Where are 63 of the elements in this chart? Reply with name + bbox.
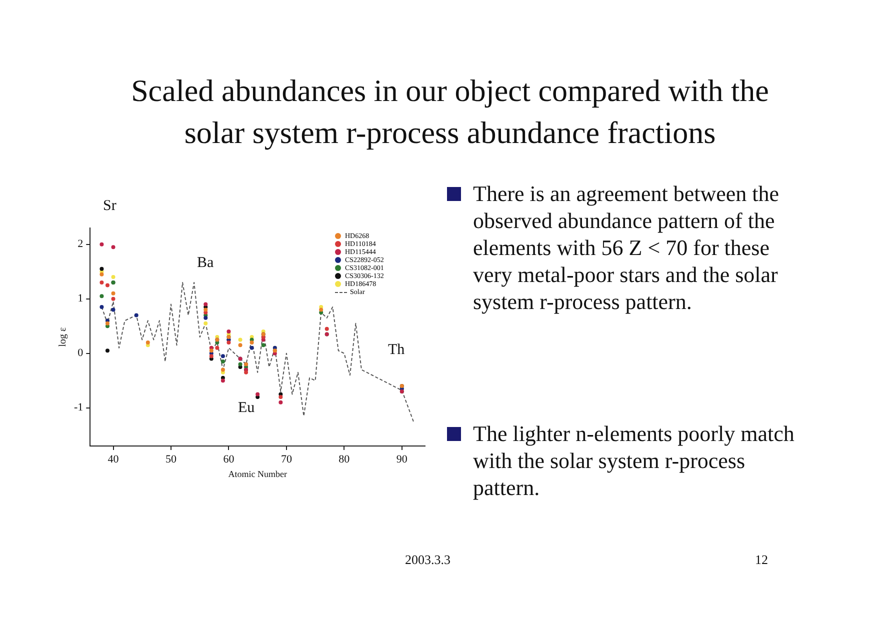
text: There is an agreement between the observed abundance pattern of the elements with 56 Z < 70 for these very metal-poor stars and the solar system r-process pattern. — [473, 181, 780, 314]
point — [100, 294, 104, 298]
point — [111, 275, 116, 280]
y-tick-label: 2 — [78, 238, 84, 250]
point — [100, 272, 104, 276]
point — [238, 362, 242, 366]
point — [204, 321, 208, 326]
point — [111, 308, 116, 312]
point — [204, 302, 208, 306]
point — [226, 340, 231, 344]
line-series — [101, 282, 414, 422]
x-tick-label: 70 — [280, 453, 292, 466]
annotation: Eu — [238, 400, 255, 417]
point — [278, 400, 283, 404]
point — [226, 330, 231, 334]
point — [244, 370, 248, 374]
point — [134, 313, 138, 318]
point — [215, 346, 220, 350]
point — [220, 360, 225, 364]
x-tick-label: 50 — [165, 453, 177, 466]
point — [204, 308, 208, 312]
point — [238, 343, 242, 348]
point — [105, 283, 110, 288]
point — [220, 354, 225, 358]
annotation: Th — [388, 342, 405, 359]
y-tick-label: -1 — [74, 402, 84, 414]
point — [278, 394, 283, 399]
point — [319, 308, 324, 312]
point — [111, 296, 116, 301]
point — [256, 392, 260, 396]
point — [204, 316, 208, 320]
point — [261, 343, 266, 348]
point — [105, 348, 110, 353]
point — [209, 348, 214, 353]
y-axis-title: log ε — [58, 327, 69, 347]
point — [250, 340, 254, 344]
annotation: Ba — [197, 255, 214, 272]
point — [324, 326, 329, 331]
chart-title: Scaled abundances in our object compared with the solar system r-process abundance fractions — [130, 72, 770, 152]
point — [100, 242, 104, 246]
x-tick-label: 90 — [396, 453, 408, 466]
x-tick-label: 40 — [108, 453, 120, 466]
x-tick-label: 60 — [223, 453, 235, 466]
point — [209, 354, 214, 358]
point — [105, 321, 110, 326]
y-tick-label: 0 — [78, 347, 84, 360]
point — [146, 340, 150, 344]
text: The lighter n-elements poorly match with the solar system r-process pattern. — [473, 421, 794, 500]
point — [111, 245, 116, 250]
y-tick-label: 1 — [78, 292, 84, 305]
point — [238, 338, 242, 342]
point — [250, 346, 254, 350]
point — [220, 368, 225, 372]
x-tick-label: 80 — [338, 453, 350, 466]
text: Sr — [103, 198, 116, 215]
point — [100, 266, 104, 271]
text: 12 — [755, 552, 768, 568]
point — [100, 305, 104, 310]
text: 2003.3.3 — [405, 552, 450, 568]
point — [100, 280, 104, 284]
x-axis-title: Atomic Number — [228, 468, 287, 479]
point — [220, 378, 225, 383]
point — [111, 291, 116, 296]
